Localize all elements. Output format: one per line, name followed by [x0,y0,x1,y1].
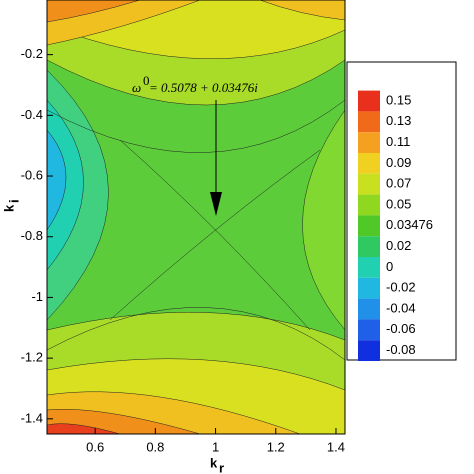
x-tick-label: 1.4 [327,439,345,454]
annotation-superscript: 0 [143,73,150,88]
annotation: ω 0 = 0.5078 + 0.03476i [132,73,258,216]
colorbar-swatch [358,194,380,216]
colorbar-swatch [358,277,380,299]
colorbar-label: 0.09 [386,155,411,170]
colorbar-swatch [358,319,380,341]
colorbar-swatch [358,111,380,133]
colorbar-swatch [358,257,380,278]
y-label: k [1,204,16,212]
x-tick-label: 1 [212,439,219,454]
x-label: k [210,455,218,470]
colorbar-label: -0.02 [386,280,416,295]
colorbar-swatch [358,173,380,195]
annotation-text: = 0.5078 + 0.03476i [149,80,258,95]
colorbar-label: -0.08 [386,342,416,357]
colorbar-label: 0.03476 [386,217,433,232]
colorbar-label: 0.11 [386,134,410,149]
x-label-sub: r [219,460,224,474]
y-axis-label: k i [1,199,21,212]
y-tick-label: -1.2 [21,350,43,365]
colorbar-label: 0.13 [386,113,411,128]
colorbar-swatch [358,153,380,174]
y-tick-label: -0.6 [21,167,43,182]
contour-field [47,0,345,434]
colorbar-label: 0.02 [386,238,411,253]
colorbar-label: -0.04 [386,300,416,315]
colorbar-swatch [358,215,380,237]
colorbar-swatch [358,236,380,257]
y-tick-label: -0.2 [21,46,43,61]
arrow-head [210,192,222,216]
y-tick-label: -0.4 [21,107,43,122]
colorbar-label: 0 [386,259,393,274]
x-axis-label: k r [210,455,224,474]
annotation-symbol: ω [132,80,141,95]
y-tick-label: -0.8 [21,228,43,243]
colorbar-swatch [358,298,380,320]
colorbar-label: -0.06 [386,321,416,336]
colorbar-swatch [358,340,380,361]
y-label-sub: i [6,199,21,203]
colorbar-label: 0.05 [386,196,411,211]
colorbar-label: 0.15 [386,92,411,107]
y-tick-label: -1.4 [21,410,43,425]
colorbar-swatch [358,132,380,153]
y-tick-label: -1 [31,289,43,304]
x-tick-label: 0.6 [86,439,104,454]
x-tick-label: 1.2 [267,439,285,454]
colorbar-swatch [358,90,380,112]
x-tick-label: 0.8 [146,439,164,454]
colorbar-label: 0.07 [386,176,411,191]
plot-frame [46,0,346,435]
